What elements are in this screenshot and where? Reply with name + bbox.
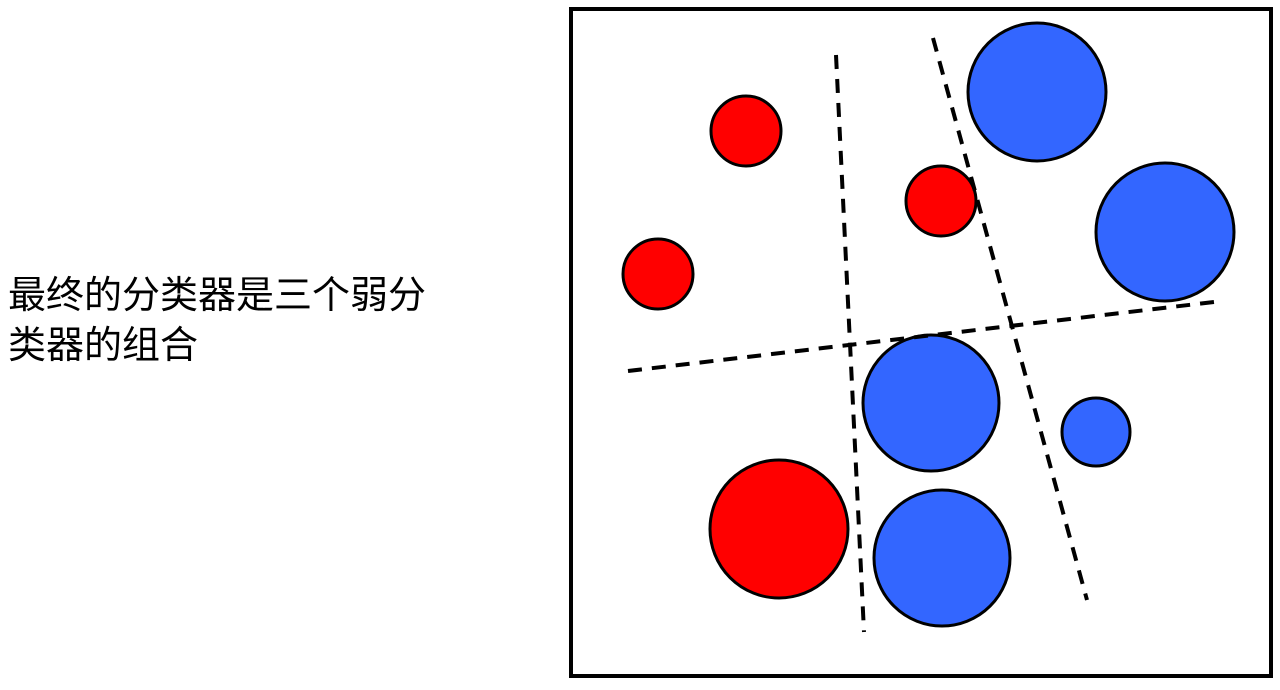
- boundaries-layer: [627, 37, 1215, 633]
- positive-point-large: [708, 458, 850, 600]
- negative-point-large: [1094, 161, 1236, 303]
- negative-point-large: [861, 333, 1001, 473]
- positive-point-small: [621, 237, 695, 311]
- negative-point-large: [966, 21, 1108, 163]
- negative-point-small: [1060, 396, 1132, 468]
- points-layer: [621, 21, 1236, 628]
- positive-point-small: [709, 94, 783, 168]
- caption-line-1: 最终的分类器是三个弱分: [8, 273, 427, 317]
- weak-classifier-boundary-2: [931, 37, 1089, 601]
- weak-classifier-boundary-3: [627, 300, 1215, 373]
- negative-point-large: [872, 488, 1012, 628]
- positive-point-small: [904, 164, 978, 238]
- caption-line-2: 类器的组合: [8, 323, 199, 367]
- caption-text: 最终的分类器是三个弱分 类器的组合: [8, 270, 488, 370]
